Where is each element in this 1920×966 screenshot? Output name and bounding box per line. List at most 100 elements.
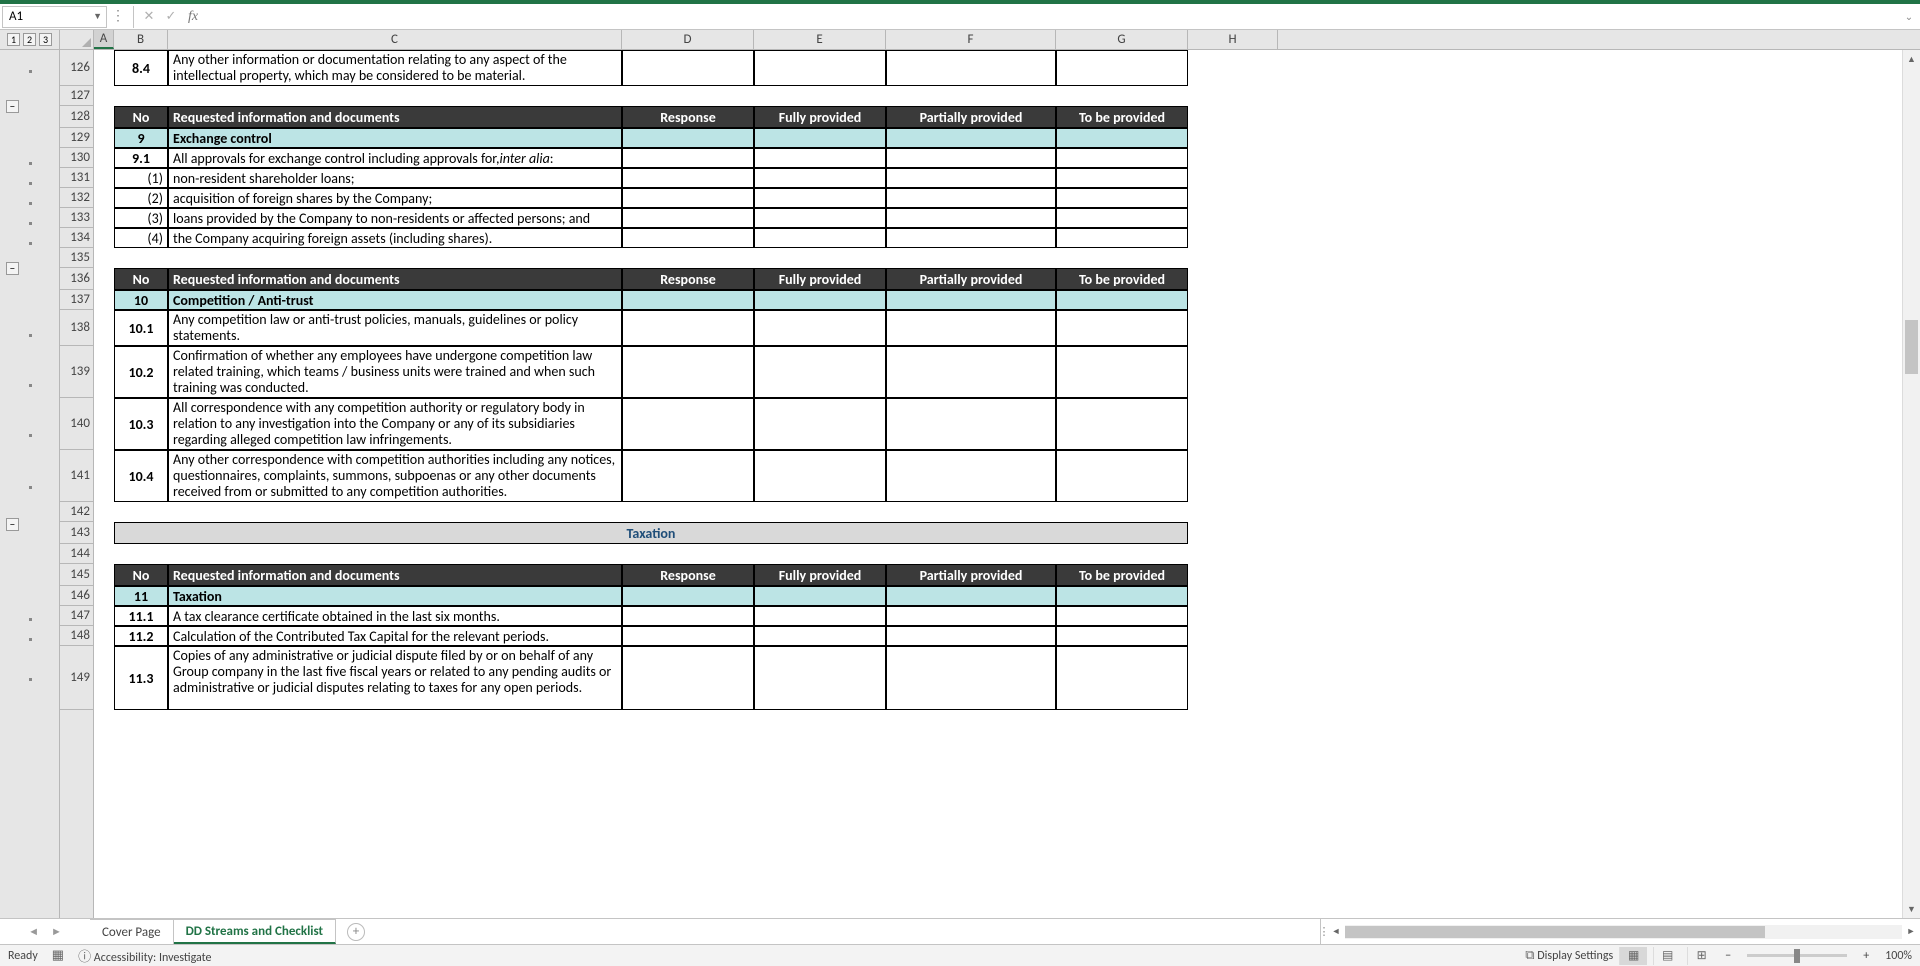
cell[interactable] (622, 586, 754, 606)
cell[interactable]: 10.3 (114, 398, 168, 450)
cell[interactable] (886, 148, 1056, 168)
macro-record-icon[interactable]: ▦ (52, 948, 64, 963)
row-header[interactable]: 144 (60, 544, 93, 564)
cell[interactable]: No (114, 106, 168, 128)
cell[interactable] (754, 646, 886, 710)
cell[interactable] (754, 208, 886, 228)
cell[interactable] (754, 188, 886, 208)
cell[interactable]: Exchange control (168, 128, 622, 148)
scroll-right-button[interactable]: ► (1902, 926, 1920, 937)
zoom-percentage[interactable]: 100% (1879, 949, 1912, 963)
cell[interactable] (886, 50, 1056, 86)
cell[interactable]: loans provided by the Company to non-res… (168, 208, 622, 228)
column-header-B[interactable]: B (114, 30, 168, 49)
add-sheet-button[interactable]: + (336, 919, 376, 944)
row-header[interactable]: 146 (60, 586, 93, 606)
cell[interactable]: 11 (114, 586, 168, 606)
row-header[interactable]: 141 (60, 450, 93, 502)
cell[interactable]: Taxation (114, 522, 1188, 544)
cell[interactable]: Fully provided (754, 268, 886, 290)
cell[interactable] (1056, 290, 1188, 310)
outline-level-1[interactable]: 1 (7, 33, 20, 46)
cell[interactable] (622, 188, 754, 208)
cell[interactable]: To be provided (1056, 268, 1188, 290)
insert-function-button[interactable]: fx (182, 6, 204, 28)
row-header[interactable]: 133 (60, 208, 93, 228)
cell[interactable]: Calculation of the Contributed Tax Capit… (168, 626, 622, 646)
cell[interactable]: Response (622, 268, 754, 290)
row-header[interactable]: 139 (60, 346, 93, 398)
cell[interactable]: 11.3 (114, 646, 168, 710)
row-header[interactable]: 126 (60, 50, 93, 86)
cell[interactable] (622, 128, 754, 148)
cell[interactable] (754, 346, 886, 398)
zoom-out-button[interactable]: − (1721, 949, 1735, 963)
row-header[interactable]: 137 (60, 290, 93, 310)
row-header[interactable]: 135 (60, 248, 93, 268)
cell[interactable] (886, 586, 1056, 606)
name-box-resize-handle[interactable]: ⋮ (107, 6, 129, 28)
tab-navigation[interactable]: ◄ ► (0, 919, 90, 944)
cell[interactable]: Partially provided (886, 268, 1056, 290)
cell[interactable]: Fully provided (754, 106, 886, 128)
cell[interactable]: Competition / Anti-trust (168, 290, 622, 310)
cell[interactable] (1056, 646, 1188, 710)
cell[interactable] (622, 398, 754, 450)
outline-collapse-button[interactable]: − (6, 262, 19, 275)
outline-collapse-button[interactable]: − (6, 518, 19, 531)
cell[interactable]: 11.1 (114, 606, 168, 626)
cell[interactable]: Requested information and documents (168, 268, 622, 290)
cell[interactable] (1056, 398, 1188, 450)
accessibility-status[interactable]: ⓘ Accessibility: Investigate (78, 946, 211, 965)
cell[interactable] (1056, 50, 1188, 86)
cell[interactable]: 10.4 (114, 450, 168, 502)
cell[interactable] (754, 290, 886, 310)
tab-first-icon[interactable]: ◄ (28, 925, 39, 938)
cell[interactable] (886, 346, 1056, 398)
column-header-G[interactable]: G (1056, 30, 1188, 49)
cell[interactable] (886, 450, 1056, 502)
cell[interactable]: 11.2 (114, 626, 168, 646)
enter-formula-button[interactable]: ✓ (160, 6, 182, 28)
cell[interactable]: Partially provided (886, 106, 1056, 128)
cell[interactable] (622, 168, 754, 188)
cell[interactable] (622, 148, 754, 168)
page-break-view-button[interactable]: ⊞ (1687, 947, 1715, 965)
cell[interactable]: Requested information and documents (168, 106, 622, 128)
cell[interactable]: 10 (114, 290, 168, 310)
cell[interactable]: All correspondence with any competition … (168, 398, 622, 450)
cell[interactable]: 10.1 (114, 310, 168, 346)
scroll-left-button[interactable]: ◄ (1327, 926, 1345, 937)
cell[interactable]: Taxation (168, 586, 622, 606)
cell[interactable]: 8.4 (114, 50, 168, 86)
cell[interactable]: Any other correspondence with competitio… (168, 450, 622, 502)
cell[interactable]: (4) (114, 228, 168, 248)
formula-input[interactable] (204, 6, 1898, 28)
cell[interactable] (1056, 228, 1188, 248)
scroll-up-button[interactable]: ▲ (1903, 50, 1920, 68)
cell[interactable] (622, 310, 754, 346)
row-header[interactable]: 149 (60, 646, 93, 710)
cell[interactable]: 9.1 (114, 148, 168, 168)
cell[interactable] (622, 606, 754, 626)
cell[interactable]: Any other information or documentation r… (168, 50, 622, 86)
cell[interactable]: (2) (114, 188, 168, 208)
cell[interactable] (1056, 168, 1188, 188)
row-header[interactable]: 136 (60, 268, 93, 290)
horizontal-scrollbar[interactable]: ⋮ ◄ ► (1320, 919, 1920, 944)
cell[interactable] (886, 290, 1056, 310)
row-header[interactable]: 145 (60, 564, 93, 586)
row-header[interactable]: 142 (60, 502, 93, 522)
cell[interactable]: No (114, 268, 168, 290)
cell[interactable]: (3) (114, 208, 168, 228)
cell[interactable] (1056, 128, 1188, 148)
row-header[interactable]: 129 (60, 128, 93, 148)
column-header-F[interactable]: F (886, 30, 1056, 49)
cancel-formula-button[interactable]: ✕ (138, 6, 160, 28)
cell[interactable] (622, 346, 754, 398)
cell[interactable]: acquisition of foreign shares by the Com… (168, 188, 622, 208)
name-box-dropdown-icon[interactable]: ▼ (93, 11, 102, 22)
row-header[interactable]: 132 (60, 188, 93, 208)
cell[interactable] (886, 626, 1056, 646)
row-header[interactable]: 138 (60, 310, 93, 346)
